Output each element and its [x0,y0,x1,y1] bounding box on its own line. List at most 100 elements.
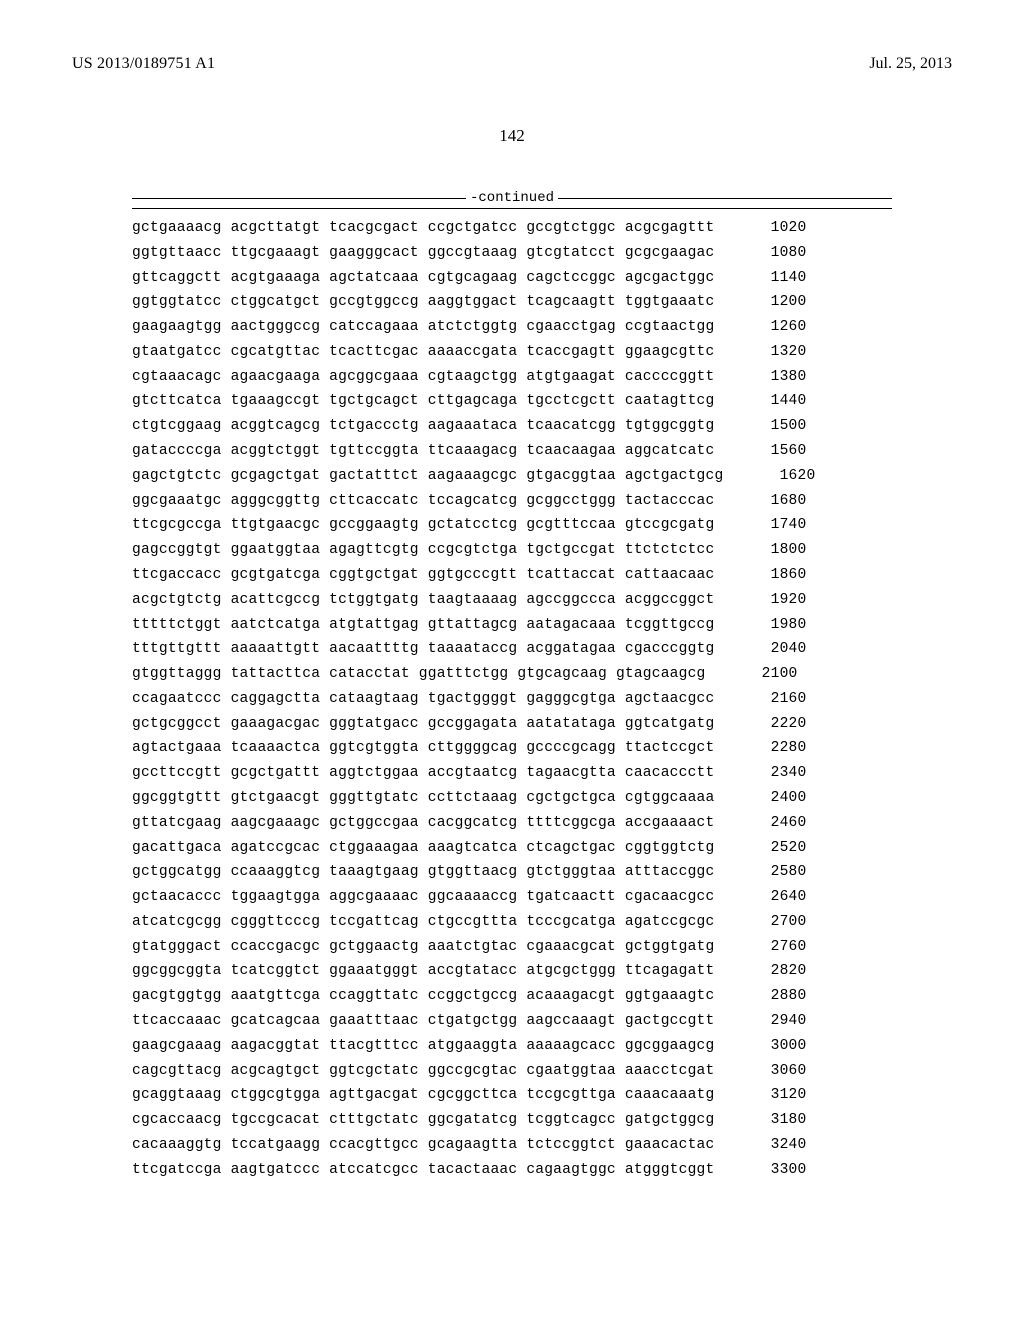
sequence-groups: ggtgttaaccttgcgaaagtgaagggcactggccgtaaag… [132,246,714,261]
sequence-group: ggtggtatcc [132,295,222,310]
sequence-groups: cgcaccaacgtgccgcacatctttgctatcggcgatatcg… [132,1113,714,1128]
sequence-group: cgtgcagaag [428,271,518,286]
sequence-groups: ggcggcggtatcatcggtctggaaatgggtaccgtatacc… [132,964,714,979]
sequence-group: ggaagcgttc [625,345,715,360]
sequence-position: 1020 [754,221,806,236]
sequence-group: tgctgcagct [329,394,419,409]
sequence-groups: ttcgatccgaaagtgatcccatccatcgcctacactaaac… [132,1163,714,1178]
sequence-group: agcgactggc [625,271,715,286]
sequence-group: aagccaaagt [526,1014,616,1029]
sequence-group: gccgtctggc [526,221,616,236]
sequence-row: gccttccgttgcgctgatttaggtctggaaaccgtaatcg… [132,766,892,781]
sequence-row: cgcaccaacgtgccgcacatctttgctatcggcgatatcg… [132,1113,892,1128]
sequence-group: aatctcatga [231,618,321,633]
sequence-position: 1860 [754,568,806,583]
sequence-row: cgtaaacagcagaacgaagaagcggcgaaacgtaagctgg… [132,370,892,385]
sequence-group: cgtaagctgg [428,370,518,385]
sequence-group: ggaaatgggt [329,964,419,979]
sequence-group: gaaagacgac [231,717,321,732]
sequence-group: catacctat [329,667,410,682]
sequence-group: gagccggtgt [132,543,222,558]
sequence-group: aaaaagcacc [526,1039,616,1054]
sequence-row: acgctgtctgacattcgccgtctggtgatgtaagtaaaag… [132,593,892,608]
sequence-group: caatagttcg [625,394,715,409]
sequence-group: gcgtgatcga [231,568,321,583]
sequence-group: gtcgtatcct [526,246,616,261]
sequence-group: ggtcatgatg [625,717,715,732]
sequence-group: gacattgaca [132,841,222,856]
sequence-row: gctgcggcctgaaagacgacgggtatgaccgccggagata… [132,717,892,732]
sequence-position: 1920 [754,593,806,608]
sequence-group: ggcggtgttt [132,791,222,806]
sequence-group: ttcagagatt [625,964,715,979]
sequence-group: acgcagtgct [231,1064,321,1079]
sequence-groups: gtggttagggtattacttcacatacctatggatttctggg… [132,667,706,682]
sequence-row: ggtggtatccctggcatgctgccgtggccgaaggtggact… [132,295,892,310]
sequence-group: tttttctggt [132,618,222,633]
sequence-group: acggccggct [625,593,715,608]
sequence-group: ccgtaactgg [625,320,715,335]
sequence-position: 3300 [754,1163,806,1178]
sequence-group: tctccggtct [526,1138,616,1153]
sequence-group: tcaaaactca [231,741,321,756]
sequence-group: cgcggcttca [428,1088,518,1103]
sequence-group: agaacgaaga [231,370,321,385]
sequence-group: gttatcgaag [132,816,222,831]
sequence-group: gcagaagtta [428,1138,518,1153]
sequence-row: gacattgacaagatccgcacctggaaagaaaaagtcatca… [132,841,892,856]
sequence-group: gctggaactg [329,940,419,955]
sequence-groups: ctgtcggaagacggtcagcgtctgaccctgaagaaataca… [132,419,714,434]
sequence-group: atcatcgcgg [132,915,222,930]
sequence-row: gtatgggactccaccgacgcgctggaactgaaatctgtac… [132,940,892,955]
sequence-group: acggtcagcg [231,419,321,434]
sequence-group: gtggttaacg [428,865,518,880]
sequence-group: caccccggtt [625,370,715,385]
sequence-row: ggcggcggtatcatcggtctggaaatgggtaccgtatacc… [132,964,892,979]
continued-row: -continued [132,190,892,206]
sequence-group: ttcaaagacg [428,444,518,459]
sequence-group: ggcgatatcg [428,1113,518,1128]
sequence-row: ttcgcgccgattgtgaacgcgccggaagtggctatcctcg… [132,518,892,533]
sequence-group: cgcatgttac [231,345,321,360]
sequence-group: cggtgctgat [329,568,419,583]
sequence-group: ttgtgaacgc [231,518,321,533]
sequence-groups: acgctgtctgacattcgccgtctggtgatgtaagtaaaag… [132,593,714,608]
sequence-group: gactgccgtt [625,1014,715,1029]
sequence-group: tgaaagccgt [231,394,321,409]
sequence-group: gccggaagtg [329,518,419,533]
sequence-row: gaagcgaaagaagacggtatttacgtttccatggaaggta… [132,1039,892,1054]
sequence-position: 2580 [754,865,806,880]
sequence-group: ccgctgatcc [428,221,518,236]
sequence-group: aaacctcgat [625,1064,715,1079]
page: US 2013/0189751 A1 Jul. 25, 2013 142 -co… [0,0,1024,1320]
sequence-group: accgtaatcg [428,766,518,781]
sequence-group: gctggccgaa [329,816,419,831]
sequence-groups: gacattgacaagatccgcacctggaaagaaaaagtcatca… [132,841,714,856]
sequence-row: gataccccgaacggtctggttgttccggtattcaaagacg… [132,444,892,459]
sequence-group: acgcgagttt [625,221,715,236]
sequence-groups: ttcaccaaacgcatcagcaagaaatttaacctgatgctgg… [132,1014,714,1029]
sequence-position: 1080 [754,246,806,261]
sequence-position: 3240 [754,1138,806,1153]
sequence-row: gctgaaaacgacgcttatgttcacgcgactccgctgatcc… [132,221,892,236]
sequence-group: gtggttaggg [132,667,222,682]
sequence-groups: cgtaaacagcagaacgaagaagcggcgaaacgtaagctgg… [132,370,714,385]
sequence-group: acaaagacgt [526,989,616,1004]
sequence-group: ggatttctgg [419,667,509,682]
sequence-group: ggccgtaaag [428,246,518,261]
sequence-position: 2280 [754,741,806,756]
sequence-groups: agtactgaaatcaaaactcaggtcgtggtacttggggcag… [132,741,714,756]
sequence-position: 2220 [754,717,806,732]
sequence-group: agttgacgat [329,1088,419,1103]
sequence-position: 1140 [754,271,806,286]
sequence-group: aagaaataca [428,419,518,434]
sequence-group: aaaaccgata [428,345,518,360]
sequence-groups: gttcaggcttacgtgaaagaagctatcaaacgtgcagaag… [132,271,714,286]
sequence-groups: gctaacaccctggaagtggaaggcgaaaacggcaaaaccg… [132,890,714,905]
sequence-group: tccgattcag [329,915,419,930]
sequence-group: tttgttgttt [132,642,222,657]
sequence-group: ttttcggcga [526,816,616,831]
sequence-position: 2160 [754,692,806,707]
sequence-groups: gaagcgaaagaagacggtatttacgtttccatggaaggta… [132,1039,714,1054]
sequence-group: acggatagaa [526,642,616,657]
